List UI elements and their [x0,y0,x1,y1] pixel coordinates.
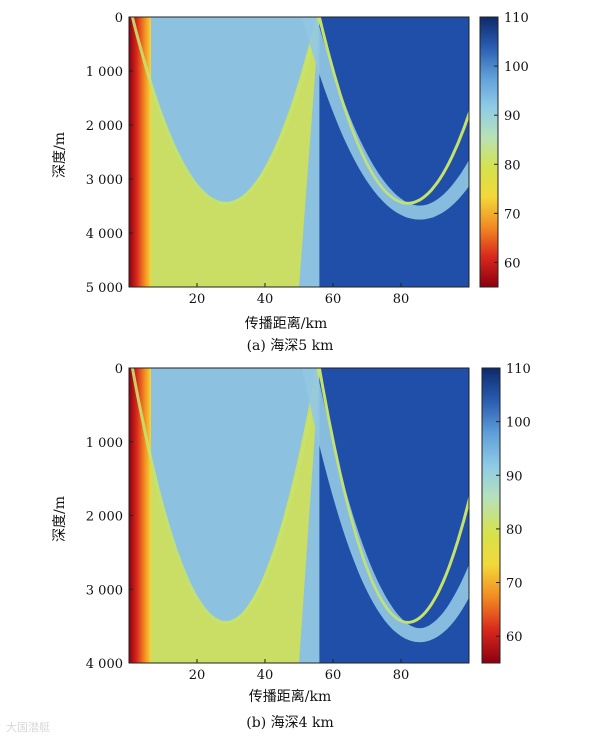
x-tick-label: 20 [189,668,206,683]
colorbar-tick-label: 60 [504,256,521,271]
colorbar-tick-label: 100 [504,60,529,75]
heatmap-a [128,16,470,288]
x-tick-label: 20 [189,292,206,307]
colorbar-tick-label: 70 [506,577,523,592]
x-axis-label-b: 传播距离/km [249,688,331,705]
caustic-2-line [318,17,469,205]
y-tick-label: 4 000 [86,657,123,672]
x-tick-label: 40 [257,668,274,683]
x-tick-label: 40 [257,292,274,307]
caption-a: (a) 海深5 km [247,338,334,354]
y-tick-label: 0 [115,11,123,26]
x-ticks-a: 20 40 60 80 [189,283,410,307]
colorbar-tick-label: 80 [506,523,523,538]
colorbar-tick-label: 90 [506,469,523,484]
direct-zone [132,368,320,663]
panel-b: 20 40 60 80 0 1 000 2 000 3 000 4 000 60 70 80 90 1… [52,362,531,731]
caustic-2-band [302,17,469,220]
colorbar-scale [481,367,501,664]
source-strip [129,17,151,287]
caustic-2-line [318,368,469,624]
caustic-1 [130,17,321,205]
heatmap-b [128,367,470,664]
x-ticks-b: 20 40 60 80 [189,659,410,683]
y-axis-label-a: 深度/m [52,132,68,178]
caustic-2-band [302,368,469,643]
y-tick-label: 3 000 [86,583,123,598]
y-tick-label: 3 000 [86,173,123,188]
x-tick-label: 60 [325,292,342,307]
source-strip [129,368,151,663]
colorbar-tick-label: 70 [504,207,521,222]
y-ticks-a: 0 1 000 2 000 3 000 4 000 5 000 [86,11,133,296]
y-ticks-b: 0 1 000 2 000 3 000 4 000 [86,362,133,672]
colorbar-b: 60 70 80 90 100 110 [481,362,531,664]
colorbar-tick-label: 90 [504,109,521,124]
x-tick-label: 80 [393,292,410,307]
y-axis-label-b: 深度/m [52,496,68,542]
y-tick-label: 1 000 [86,436,123,451]
x-tick-label: 60 [325,668,342,683]
y-tick-label: 4 000 [86,227,123,242]
colorbar-tick-label: 80 [504,158,521,173]
direct-zone [132,17,320,287]
panel-a: 20 40 60 80 0 1 000 2 000 3 000 4 000 5 000 60 70… [52,11,529,354]
y-tick-label: 2 000 [86,119,123,134]
y-tick-label: 1 000 [86,65,123,80]
y-tick-label: 2 000 [86,510,123,525]
colorbar-a: 60 70 80 90 100 110 [479,11,529,288]
caustic-1 [130,368,321,624]
x-axis-label-a: 传播距离/km [245,315,327,332]
caption-b: (b) 海深4 km [246,715,333,731]
colorbar-tick-label: 110 [506,362,531,377]
watermark: 大国潜艇 [6,720,50,734]
y-tick-label: 5 000 [86,281,123,296]
colorbar-scale [479,16,499,288]
x-tick-label: 80 [393,668,410,683]
plot-frame [128,16,470,288]
colorbar-tick-label: 100 [506,416,531,431]
colorbar-tick-label: 110 [504,11,529,26]
colorbar-tick-label: 60 [506,630,523,645]
y-tick-label: 0 [115,362,123,377]
